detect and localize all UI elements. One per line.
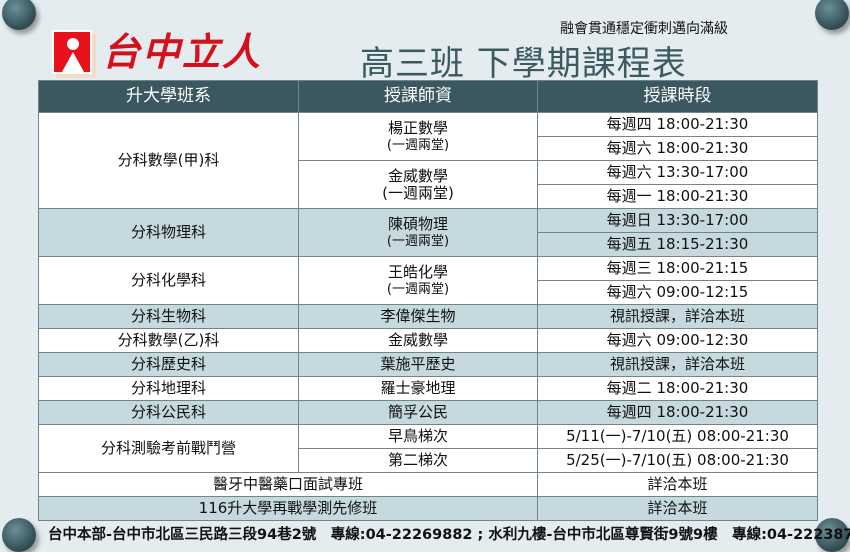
time-cell: 每週四 18:00-21:30 — [537, 112, 818, 137]
time-cell: 視訊授課，詳洽本班 — [537, 352, 818, 377]
time-cell: 視訊授課，詳洽本班 — [537, 304, 818, 329]
table-header: 升大學班系 授課師資 授課時段 — [38, 80, 818, 113]
table-row: 分科公民科 簡孚公民 每週四 18:00-21:30 — [38, 400, 818, 425]
time-cell: 詳洽本班 — [537, 472, 818, 497]
time-cell: 5/11(一)-7/10(五) 08:00-21:30 — [537, 424, 818, 449]
time-cell: 每週日 13:30-17:00 — [537, 208, 818, 233]
time-cell: 每週六 09:00-12:15 — [537, 280, 818, 305]
subject-cell: 分科生物科 — [38, 304, 299, 329]
table-row: 分科化學科 王皓化學 (一週兩堂) 每週三 18:00-21:15 — [38, 256, 818, 305]
teacher-cell: 王皓化學 (一週兩堂) — [298, 256, 538, 305]
table-row: 116升大學再戰學測先修班 詳洽本班 — [38, 496, 818, 521]
brand-name: 台中立人 — [102, 29, 263, 74]
subject-cell: 分科化學科 — [38, 256, 299, 305]
time-cell: 每週六 13:30-17:00 — [537, 160, 818, 185]
header-time: 授課時段 — [537, 80, 818, 113]
time-cell: 每週五 18:15-21:30 — [537, 232, 818, 257]
subject-cell: 醫牙中醫藥口面試專班 — [38, 472, 538, 497]
subject-cell: 分科數學(乙)科 — [38, 328, 299, 353]
pin-bottom-right — [815, 518, 849, 552]
table-row: 分科數學(乙)科 金威數學 每週六 09:00-12:30 — [38, 328, 818, 353]
table-row: 分科數學(甲)科 楊正數學 (一週兩堂) 每週四 18:00-21:30 — [38, 112, 818, 209]
header-teacher: 授課師資 — [298, 80, 538, 113]
teacher-cell: 葉施平歷史 — [298, 352, 538, 377]
schedule-table: 升大學班系 授課師資 授課時段 分科數學(甲)科 楊正數學 (一週兩堂) 每週四 … — [38, 80, 818, 521]
page-title: 高三班 下學期課程表 — [360, 44, 687, 84]
teacher-cell: 早鳥梯次 — [298, 424, 538, 449]
time-cell: 每週三 18:00-21:15 — [537, 256, 818, 281]
teacher-cell: 金威數學 (一週兩堂) — [298, 160, 538, 209]
subject-cell: 分科地理科 — [38, 376, 299, 401]
slogan: 融會貫通穩定衝刺邁向滿級 — [560, 21, 728, 37]
teacher-cell: 羅士豪地理 — [298, 376, 538, 401]
table-row: 分科物理科 陳碩物理 (一週兩堂) 每週日 13:30-17:00 — [38, 208, 818, 257]
time-cell: 詳洽本班 — [537, 496, 818, 521]
time-cell: 5/25(一)-7/10(五) 08:00-21:30 — [537, 448, 818, 473]
subject-cell: 116升大學再戰學測先修班 — [38, 496, 538, 521]
subject-cell: 分科數學(甲)科 — [38, 112, 299, 209]
time-cell: 每週四 18:00-21:30 — [537, 400, 818, 425]
subject-cell: 分科物理科 — [38, 208, 299, 257]
footer-address: 台中本部-台中市北區三民路三段94巷2號 專線:04-22269882 ; 水利… — [48, 527, 850, 543]
header-class: 升大學班系 — [38, 80, 299, 113]
table-row: 分科歷史科 葉施平歷史 視訊授課，詳洽本班 — [38, 352, 818, 377]
table-row: 分科測驗考前戰鬥營 早鳥梯次 5/11(一)-7/10(五) 08:00-21:… — [38, 424, 818, 473]
teacher-cell: 陳碩物理 (一週兩堂) — [298, 208, 538, 257]
teacher-cell: 第二梯次 — [298, 448, 538, 473]
time-cell: 每週二 18:00-21:30 — [537, 376, 818, 401]
subject-cell: 分科公民科 — [38, 400, 299, 425]
teacher-cell: 簡孚公民 — [298, 400, 538, 425]
teacher-cell: 金威數學 — [298, 328, 538, 353]
pin-bottom-left — [2, 518, 36, 552]
time-cell: 每週一 18:00-21:30 — [537, 184, 818, 209]
subject-cell: 分科歷史科 — [38, 352, 299, 377]
teacher-cell: 李偉傑生物 — [298, 304, 538, 329]
table-row: 分科地理科 羅士豪地理 每週二 18:00-21:30 — [38, 376, 818, 401]
pin-top-right — [815, 0, 849, 30]
table-row: 分科生物科 李偉傑生物 視訊授課，詳洽本班 — [38, 304, 818, 329]
pin-top-left — [2, 0, 36, 30]
subject-cell: 分科測驗考前戰鬥營 — [38, 424, 299, 473]
table-row: 醫牙中醫藥口面試專班 詳洽本班 — [38, 472, 818, 497]
logo-person-icon — [52, 30, 92, 74]
teacher-cell: 楊正數學 (一週兩堂) — [298, 112, 538, 161]
time-cell: 每週六 09:00-12:30 — [537, 328, 818, 353]
time-cell: 每週六 18:00-21:30 — [537, 136, 818, 161]
logo: 台中立人 — [52, 30, 262, 74]
